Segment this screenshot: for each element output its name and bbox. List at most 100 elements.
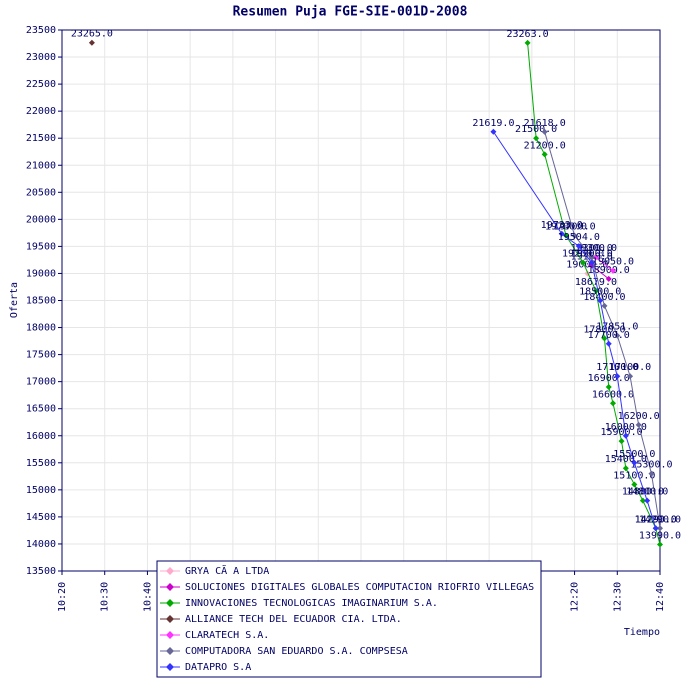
y-tick-label: 18500 (26, 296, 56, 307)
y-tick-label: 15500 (26, 458, 56, 469)
data-point (610, 400, 617, 407)
legend: GRYA CÃ A LTDA SOLUCIONES DIGITALES GLOBA… (156, 560, 542, 678)
data-point (533, 135, 540, 142)
data-point (597, 297, 604, 304)
data-point (657, 541, 663, 548)
data-label: 21618.0 (524, 118, 566, 129)
y-tick-label: 19000 (26, 268, 56, 279)
x-tick-label: 10:30 (100, 582, 111, 612)
y-tick-label: 20500 (26, 187, 56, 198)
data-point (588, 259, 595, 266)
data-point (614, 373, 621, 380)
data-point (644, 497, 651, 504)
legend-label: SOLUCIONES DIGITALES GLOBALES COMPUTACIO… (185, 582, 534, 593)
data-label: 17100.0 (596, 362, 638, 373)
data-point (588, 254, 595, 261)
data-point (524, 39, 531, 46)
data-label: 15500.0 (613, 449, 655, 460)
data-label: 14290.0 (635, 514, 677, 525)
data-label: 16200.0 (618, 411, 660, 422)
legend-label: ALLIANCE TECH DEL ECUADOR CIA. LTDA. (185, 614, 402, 625)
data-label: 15400.0 (605, 454, 647, 465)
y-tick-label: 18000 (26, 323, 56, 334)
legend-marker (166, 631, 174, 639)
data-label: 23263.0 (507, 29, 549, 40)
data-label: 19700.0 (553, 222, 595, 233)
data-label: 19700.0 (545, 222, 587, 233)
data-label: 19050.0 (592, 257, 634, 268)
data-point (541, 128, 548, 135)
x-tick-label: 12:30 (612, 582, 623, 612)
data-point (610, 267, 617, 274)
y-tick-label: 21500 (26, 133, 56, 144)
data-point (657, 525, 663, 532)
data-label: 15100.0 (613, 470, 655, 481)
data-label: 19200.0 (562, 249, 604, 260)
y-tick-label: 22500 (26, 79, 56, 90)
data-label: 15900.0 (600, 427, 642, 438)
data-point (631, 459, 638, 466)
data-point (592, 254, 599, 261)
y-tick-label: 21000 (26, 160, 56, 171)
data-label: 18900.0 (588, 265, 630, 276)
legend-marker (166, 615, 174, 623)
data-label: 19000.0 (566, 259, 608, 270)
y-tick-label: 23500 (26, 25, 56, 36)
data-label: 19300.0 (571, 243, 613, 254)
data-point (635, 421, 642, 428)
data-point (563, 232, 570, 239)
data-point (627, 373, 634, 380)
data-point (605, 275, 612, 282)
data-point (575, 243, 582, 250)
data-label: 14290.0 (639, 514, 681, 525)
y-tick-label: 22000 (26, 106, 56, 117)
legend-label: INNOVACIONES TECNOLOGICAS IMAGINARIUM S.… (185, 598, 438, 609)
data-label: 16900.0 (588, 373, 630, 384)
data-point (622, 465, 629, 472)
y-tick-label: 16500 (26, 404, 56, 415)
legend-marker (166, 567, 174, 575)
y-tick-label: 14500 (26, 512, 56, 523)
y-tick-label: 13500 (26, 566, 56, 577)
data-label: 19200.0 (571, 249, 613, 260)
y-tick-label: 17500 (26, 350, 56, 361)
data-point (601, 302, 608, 309)
data-point (605, 340, 612, 347)
data-point (648, 470, 655, 477)
legend-marker (166, 599, 174, 607)
data-point (601, 335, 608, 342)
data-label: 19300.0 (575, 243, 617, 254)
data-label: 17100.0 (609, 362, 651, 373)
data-point (631, 481, 638, 488)
y-axis-label: Oferta (9, 282, 20, 318)
data-label: 18500.0 (579, 287, 621, 298)
data-label: 16600.0 (592, 389, 634, 400)
y-tick-label: 20000 (26, 214, 56, 225)
x-tick-label: 12:20 (570, 582, 581, 612)
data-point (652, 525, 659, 532)
data-label: 14800.0 (622, 487, 664, 498)
y-tick-label: 17000 (26, 377, 56, 388)
data-point (541, 151, 548, 158)
data-label: 21200.0 (524, 140, 566, 151)
data-point (622, 432, 629, 439)
x-axis-label: Tiempo (624, 627, 660, 638)
legend-label: DATAPRO S.A (185, 662, 251, 673)
y-tick-label: 15000 (26, 485, 56, 496)
data-point (614, 332, 621, 339)
data-label: 15300.0 (630, 460, 672, 471)
legend-marker (166, 663, 174, 671)
y-tick-label: 14000 (26, 539, 56, 550)
data-point (88, 39, 95, 46)
data-label: 21500.0 (515, 124, 557, 135)
legend-marker (166, 647, 174, 655)
data-label: 23265.0 (71, 29, 113, 40)
legend-label: GRYA CÃ A LTDA (185, 564, 269, 577)
x-tick-label: 10:40 (142, 582, 153, 612)
legend-marker (166, 583, 174, 591)
data-label: 17800.0 (583, 324, 625, 335)
y-tick-label: 16000 (26, 431, 56, 442)
series-line (595, 256, 614, 272)
legend-label: CLARATECH S.A. (185, 630, 269, 641)
